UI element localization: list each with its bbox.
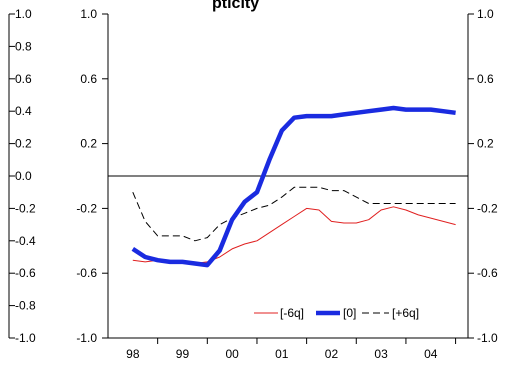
left-axis-tick-label: -0.2 — [76, 201, 97, 215]
legend-label: [+6q] — [392, 306, 419, 320]
outer-axis-tick-label: 0.6 — [15, 72, 32, 86]
outer-axis-tick-label: 0.2 — [15, 137, 32, 151]
right-axis-tick-label: -1.0 — [477, 331, 498, 345]
right-axis: -1.0 -0.6 -0.2 0.2 0.6 1.0 — [467, 7, 498, 345]
x-axis-tick-label: 98 — [126, 347, 140, 361]
x-axis-tick-label: 99 — [176, 347, 190, 361]
left-axis-tick-label: -1.0 — [76, 331, 97, 345]
chart-title: pticity — [212, 0, 259, 12]
x-axis: 98 99 00 01 02 03 04 — [108, 337, 468, 361]
x-axis-tick-label: 02 — [325, 347, 339, 361]
outer-axis-tick-label: -0.8 — [15, 299, 36, 313]
left-axis-tick-label: -0.6 — [76, 266, 97, 280]
outer-axis-tick-label: 0.4 — [15, 104, 32, 118]
x-axis-tick-label: 04 — [424, 347, 438, 361]
left-axis-tick-label: 0.2 — [80, 137, 97, 151]
right-axis-tick-label: 1.0 — [477, 7, 494, 21]
x-axis-tick-label: 03 — [374, 347, 388, 361]
outer-axis-tick-label: 0.8 — [15, 39, 32, 53]
outer-axis-tick-label: -1.0 — [15, 331, 36, 345]
outer-axis-tick-label: -0.6 — [15, 266, 36, 280]
outer-axis: -1.0 -0.8 -0.6 -0.4 -0.2 0.0 0.2 0.4 0.6 0.8 1.0 — [8, 7, 36, 345]
right-axis-tick-label: 0.6 — [477, 72, 494, 86]
legend: [-6q] [0] [+6q] — [254, 306, 419, 320]
outer-axis-tick-label: -0.2 — [15, 201, 36, 215]
left-axis: -1.0 -0.6 -0.2 0.2 0.6 1.0 — [76, 7, 109, 345]
right-axis-tick-label: -0.6 — [477, 266, 498, 280]
outer-axis-tick-label: 1.0 — [15, 7, 32, 21]
series-line-1 — [131, 105, 456, 268]
series-layer — [131, 105, 456, 268]
x-axis-tick-label: 01 — [275, 347, 289, 361]
legend-label: [-6q] — [280, 306, 304, 320]
right-axis-tick-label: 0.2 — [477, 137, 494, 151]
legend-label: [0] — [343, 306, 356, 320]
series-line-2 — [132, 186, 456, 242]
outer-axis-tick-label: -0.4 — [15, 234, 36, 248]
right-axis-tick-label: -0.2 — [477, 201, 498, 215]
series-line-0 — [132, 206, 456, 264]
outer-axis-tick-label: 0.0 — [15, 169, 32, 183]
left-axis-tick-label: 0.6 — [80, 72, 97, 86]
x-axis-tick-label: 00 — [225, 347, 239, 361]
left-axis-tick-label: 1.0 — [80, 7, 97, 21]
